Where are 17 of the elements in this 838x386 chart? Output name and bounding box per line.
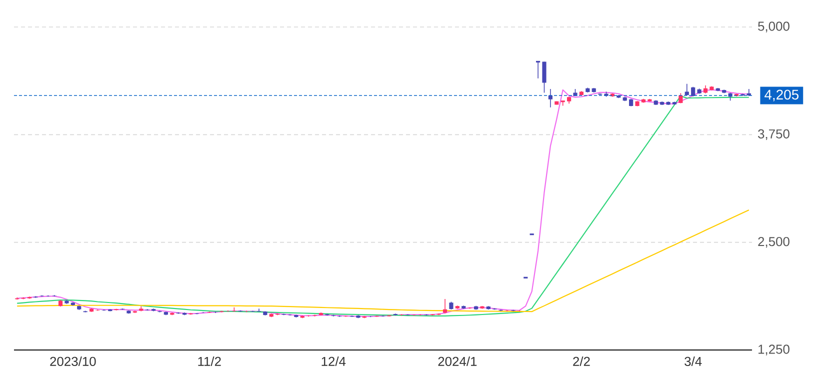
y-tick-label: 2,500 (758, 236, 790, 248)
x-tick-label: 3/4 (684, 356, 702, 366)
y-tick-label: 5,000 (758, 22, 790, 32)
candlestick (535, 60, 541, 79)
candlestick (560, 100, 566, 106)
candlestick (548, 88, 552, 108)
y-tick-label: 3,750 (758, 129, 790, 140)
x-tick-label: 12/4 (322, 356, 346, 366)
candlestick (542, 61, 546, 94)
y-tick-label: 1,250 (758, 344, 790, 356)
candlestick (684, 83, 689, 96)
x-tick-label: 2023/10 (50, 356, 96, 366)
ref-line-label: 4,205 (764, 90, 799, 102)
x-tick-label: 2024/1 (438, 356, 477, 366)
x-tick-label: 2/2 (573, 356, 590, 366)
x-tick-label: 11/2 (198, 356, 221, 366)
candlestick (691, 86, 696, 97)
